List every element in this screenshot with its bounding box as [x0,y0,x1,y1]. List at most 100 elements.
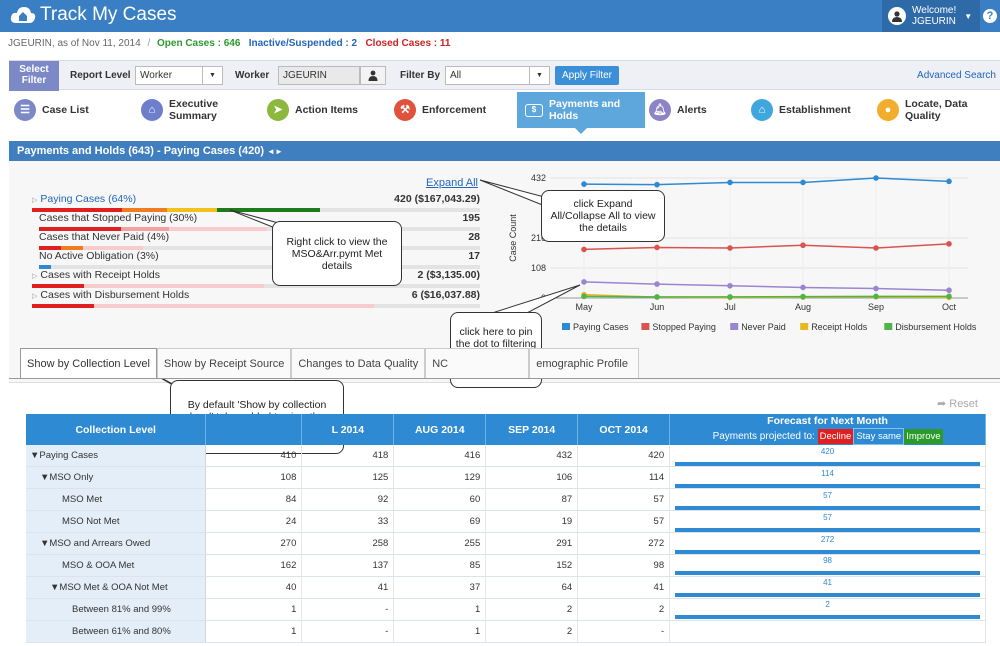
legend-label[interactable]: Never Paid [741,322,786,332]
data-point[interactable] [946,287,952,294]
legend-label[interactable]: Receipt Holds [811,322,868,332]
apply-filter-button[interactable]: Apply Filter [555,66,619,85]
col-sep-2014[interactable]: SEP 2014 [485,414,579,445]
data-point[interactable] [873,293,879,300]
data-point[interactable] [581,181,587,187]
inactive-cases-count[interactable]: Inactive/Suspended : 2 [248,38,358,49]
metric-disbursement-holds[interactable]: ▷ Cases with Disbursement Holds 6 ($16,03… [32,289,480,308]
table-row[interactable]: ▼MSO and Arrears Owed 270 258 255 291 272 272 [26,532,986,555]
advanced-search-link[interactable]: Advanced Search [917,70,996,81]
data-point[interactable] [946,241,952,247]
data-point[interactable] [800,179,806,186]
nav-alerts[interactable]: 🔔︎ Alerts [649,92,749,128]
forecast-cell[interactable]: 57 [669,488,986,512]
forecast-cell[interactable]: 114 [669,466,986,490]
nav-executive-summary[interactable]: ⌂ Executive Summary [141,92,261,128]
data-point[interactable] [800,284,806,291]
data-point[interactable] [581,279,587,285]
expand-triangle-icon[interactable]: ▷ [32,293,38,300]
metric-no-active-obligation[interactable]: No Active Obligation (3%) 17 [39,250,480,269]
data-point[interactable] [873,245,879,251]
metric-receipt-holds[interactable]: ▷ Cases with Receipt Holds 2 ($3,135.00) [32,269,480,288]
col-aug-2014[interactable]: AUG 2014 [393,414,487,445]
section-arrows-icon[interactable]: ◄► [267,147,283,156]
open-cases-count[interactable]: Open Cases : 646 [157,38,241,49]
nav-locate-data-quality[interactable]: ● Locate, Data Quality [877,92,997,128]
table-row[interactable]: MSO & OOA Met 162 137 85 152 98 98 [26,554,986,577]
metric-progress-bar[interactable] [32,284,480,288]
report-level-select[interactable]: Worker ▼ [135,66,223,85]
legend-label[interactable]: Paying Cases [573,322,629,332]
table-row[interactable]: MSO Not Met 24 33 69 19 57 57 [26,510,986,534]
data-point[interactable] [800,242,806,249]
help-button[interactable]: ? [980,0,1000,32]
data-point[interactable] [873,175,879,181]
row-label[interactable]: Between 81% and 99% [26,598,207,621]
metric-paying-cases[interactable]: ▷ Paying Cases (64%) 420 ($167,043.29) [32,193,480,212]
metric-progress-bar[interactable] [39,227,480,231]
row-label[interactable]: ▼Paying Cases [26,445,207,468]
data-point[interactable] [727,179,733,186]
legend-label[interactable]: Stopped Paying [652,322,716,332]
data-point[interactable] [727,245,733,251]
col-oct-2014[interactable]: OCT 2014 [577,414,671,445]
app-brand[interactable]: Track My Cases [10,4,177,26]
row-label[interactable]: Between 61% and 80% [26,620,207,643]
metric-never-paid[interactable]: Cases that Never Paid (4%) 28 [39,231,480,250]
table-row[interactable]: Between 81% and 99% 1-1 2 2 2 [26,598,986,621]
data-point[interactable] [654,244,660,251]
metric-progress-bar[interactable] [32,208,480,212]
table-row[interactable]: ▼Paying Cases 410 418 416 432 420 420 [26,445,986,468]
row-label[interactable]: ▼MSO Only [26,466,207,490]
data-point[interactable] [654,294,660,300]
closed-cases-count[interactable]: Closed Cases : 11 [365,38,451,49]
nav-action-items[interactable]: ➤ Action Items [267,92,387,128]
tab-nc[interactable]: NC [425,348,530,378]
data-point[interactable] [727,294,733,300]
forecast-cell[interactable]: 272 [669,532,986,555]
worker-input[interactable]: JGEURIN [278,66,360,85]
tab-demographic-profile[interactable]: emographic Profile [529,348,640,378]
tab-data-quality[interactable]: Changes to Data Quality [291,348,426,378]
col-collection-level[interactable]: Collection Level [26,414,207,445]
data-point[interactable] [873,285,879,292]
reset-button[interactable]: ➦ Reset [937,397,978,410]
data-point[interactable] [946,178,952,185]
row-label[interactable]: MSO Met [26,488,207,512]
table-row[interactable]: ▼MSO Only 108 125 129 106 114 114 [26,466,986,490]
table-row[interactable]: ▼MSO Met & OOA Not Met 40 41 37 64 41 41 [26,576,986,599]
forecast-cell[interactable]: 57 [669,510,986,534]
trend-line-chart[interactable]: 0108216432MayJunJulAugSepOctCase CountPa… [506,170,980,340]
legend-label[interactable]: Disbursement Holds [895,322,977,332]
forecast-cell[interactable]: 2 [669,598,986,621]
data-point[interactable] [800,293,806,300]
metric-stopped-paying[interactable]: Cases that Stopped Paying (30%) 195 [39,212,480,231]
data-point[interactable] [654,281,660,287]
user-menu[interactable]: Welcome! JGEURIN ▼ [882,0,980,32]
metric-progress-bar[interactable] [39,265,480,269]
forecast-cell[interactable]: 41 [669,576,986,599]
row-label[interactable]: MSO & OOA Met [26,554,207,577]
metric-progress-bar[interactable] [39,246,480,250]
data-point[interactable] [727,282,733,289]
table-row[interactable]: MSO Met 84 92 60 87 57 57 [26,488,986,512]
data-point[interactable] [654,181,660,188]
filter-by-select[interactable]: All ▼ [445,66,550,85]
row-label[interactable]: ▼MSO Met & OOA Not Met [26,576,207,599]
col-jul-2014[interactable]: L 2014 [301,414,395,445]
data-point[interactable] [946,293,952,300]
table-row[interactable]: Between 61% and 80% 1-1 2- [26,620,986,643]
row-label[interactable]: MSO Not Met [26,510,207,534]
worker-lookup-button[interactable] [360,66,386,85]
nav-establishment[interactable]: ⌂ Establishment [751,92,871,128]
forecast-cell[interactable]: 420 [669,445,986,468]
expand-triangle-icon[interactable]: ▷ [32,273,38,280]
nav-enforcement[interactable]: ⚒ Enforcement [394,92,514,128]
metric-progress-bar[interactable] [32,304,480,308]
tab-collection-level[interactable]: Show by Collection Level [20,348,157,378]
select-filter-button[interactable]: Select Filter [9,61,59,91]
data-point[interactable] [581,246,587,253]
data-point[interactable] [581,293,587,300]
forecast-cell[interactable] [669,620,986,643]
expand-all-link[interactable]: Expand All [426,177,478,189]
